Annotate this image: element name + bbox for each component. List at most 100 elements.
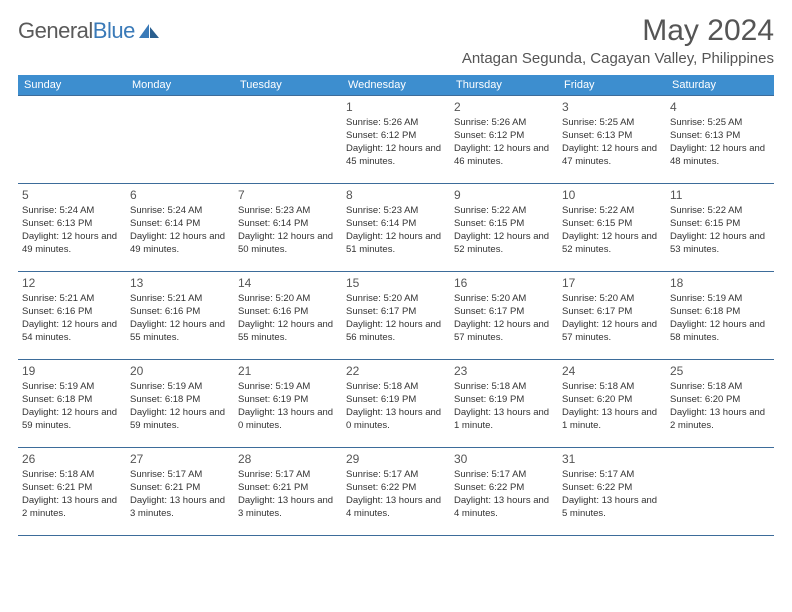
sunrise-line: Sunrise: 5:18 AM [562,381,662,394]
sail-icon [137,22,161,40]
day-number: 15 [346,275,446,291]
sunrise-line: Sunrise: 5:17 AM [454,469,554,482]
calendar-cell [126,96,234,184]
sunset-line: Sunset: 6:22 PM [562,482,662,495]
sunrise-line: Sunrise: 5:22 AM [670,205,770,218]
day-number: 23 [454,363,554,379]
sunrise-line: Sunrise: 5:21 AM [130,293,230,306]
sunrise-line: Sunrise: 5:19 AM [670,293,770,306]
day-number: 30 [454,451,554,467]
sunset-line: Sunset: 6:14 PM [130,218,230,231]
daylight-line: Daylight: 12 hours and 57 minutes. [454,319,554,345]
day-number: 19 [22,363,122,379]
daylight-line: Daylight: 13 hours and 4 minutes. [346,495,446,521]
day-number: 16 [454,275,554,291]
daylight-line: Daylight: 13 hours and 1 minute. [454,407,554,433]
sunrise-line: Sunrise: 5:24 AM [130,205,230,218]
sunset-line: Sunset: 6:22 PM [346,482,446,495]
sunrise-line: Sunrise: 5:20 AM [346,293,446,306]
calendar-cell: 10Sunrise: 5:22 AMSunset: 6:15 PMDayligh… [558,184,666,272]
sunset-line: Sunset: 6:16 PM [238,306,338,319]
sunrise-line: Sunrise: 5:19 AM [238,381,338,394]
sunset-line: Sunset: 6:19 PM [454,394,554,407]
day-number: 5 [22,187,122,203]
calendar-cell [234,96,342,184]
sunset-line: Sunset: 6:18 PM [670,306,770,319]
month-title: May 2024 [462,14,774,48]
sunset-line: Sunset: 6:14 PM [346,218,446,231]
title-block: May 2024 Antagan Segunda, Cagayan Valley… [462,14,774,67]
daylight-line: Daylight: 13 hours and 3 minutes. [130,495,230,521]
sunset-line: Sunset: 6:13 PM [22,218,122,231]
daylight-line: Daylight: 12 hours and 53 minutes. [670,231,770,257]
sunset-line: Sunset: 6:17 PM [562,306,662,319]
calendar-head: SundayMondayTuesdayWednesdayThursdayFrid… [18,75,774,96]
sunset-line: Sunset: 6:13 PM [670,130,770,143]
weekday-header: Thursday [450,75,558,96]
brand-logo: GeneralBlue [18,14,161,44]
brand-text-2: Blue [93,18,135,43]
day-number: 4 [670,99,770,115]
daylight-line: Daylight: 12 hours and 46 minutes. [454,143,554,169]
daylight-line: Daylight: 12 hours and 48 minutes. [670,143,770,169]
calendar-cell: 29Sunrise: 5:17 AMSunset: 6:22 PMDayligh… [342,448,450,536]
daylight-line: Daylight: 12 hours and 55 minutes. [130,319,230,345]
daylight-line: Daylight: 12 hours and 49 minutes. [22,231,122,257]
daylight-line: Daylight: 12 hours and 56 minutes. [346,319,446,345]
day-number: 10 [562,187,662,203]
calendar-cell: 30Sunrise: 5:17 AMSunset: 6:22 PMDayligh… [450,448,558,536]
calendar-cell: 22Sunrise: 5:18 AMSunset: 6:19 PMDayligh… [342,360,450,448]
daylight-line: Daylight: 12 hours and 47 minutes. [562,143,662,169]
day-number: 20 [130,363,230,379]
daylight-line: Daylight: 12 hours and 51 minutes. [346,231,446,257]
sunset-line: Sunset: 6:20 PM [670,394,770,407]
daylight-line: Daylight: 12 hours and 55 minutes. [238,319,338,345]
location-text: Antagan Segunda, Cagayan Valley, Philipp… [462,50,774,67]
day-number: 8 [346,187,446,203]
header: GeneralBlue May 2024 Antagan Segunda, Ca… [18,14,774,67]
sunrise-line: Sunrise: 5:26 AM [454,117,554,130]
day-number: 28 [238,451,338,467]
calendar-cell: 9Sunrise: 5:22 AMSunset: 6:15 PMDaylight… [450,184,558,272]
daylight-line: Daylight: 13 hours and 3 minutes. [238,495,338,521]
sunset-line: Sunset: 6:18 PM [130,394,230,407]
day-number: 31 [562,451,662,467]
calendar-cell [666,448,774,536]
day-number: 11 [670,187,770,203]
calendar-cell: 14Sunrise: 5:20 AMSunset: 6:16 PMDayligh… [234,272,342,360]
daylight-line: Daylight: 13 hours and 4 minutes. [454,495,554,521]
day-number: 21 [238,363,338,379]
sunset-line: Sunset: 6:21 PM [238,482,338,495]
sunrise-line: Sunrise: 5:19 AM [22,381,122,394]
day-number: 29 [346,451,446,467]
sunrise-line: Sunrise: 5:21 AM [22,293,122,306]
sunset-line: Sunset: 6:18 PM [22,394,122,407]
sunrise-line: Sunrise: 5:25 AM [670,117,770,130]
calendar-cell: 7Sunrise: 5:23 AMSunset: 6:14 PMDaylight… [234,184,342,272]
day-number: 25 [670,363,770,379]
daylight-line: Daylight: 13 hours and 0 minutes. [238,407,338,433]
sunrise-line: Sunrise: 5:25 AM [562,117,662,130]
weekday-header: Monday [126,75,234,96]
calendar-cell: 18Sunrise: 5:19 AMSunset: 6:18 PMDayligh… [666,272,774,360]
calendar-cell: 5 Sunrise: 5:24 AMSunset: 6:13 PMDaylight… [18,184,126,272]
sunrise-line: Sunrise: 5:24 AM [22,205,122,218]
sunrise-line: Sunrise: 5:17 AM [562,469,662,482]
calendar-cell: 1Sunrise: 5:26 AMSunset: 6:12 PMDaylight… [342,96,450,184]
sunset-line: Sunset: 6:17 PM [346,306,446,319]
sunrise-line: Sunrise: 5:19 AM [130,381,230,394]
calendar-cell: 8 Sunrise: 5:23 AMSunset: 6:14 PMDaylight… [342,184,450,272]
sunset-line: Sunset: 6:15 PM [670,218,770,231]
calendar-row: 19Sunrise: 5:19 AMSunset: 6:18 PMDayligh… [18,360,774,448]
sunrise-line: Sunrise: 5:17 AM [130,469,230,482]
brand-text: GeneralBlue [18,18,135,44]
calendar-cell: 3Sunrise: 5:25 AMSunset: 6:13 PMDaylight… [558,96,666,184]
daylight-line: Daylight: 12 hours and 45 minutes. [346,143,446,169]
day-number: 14 [238,275,338,291]
sunrise-line: Sunrise: 5:22 AM [454,205,554,218]
day-number: 13 [130,275,230,291]
sunrise-line: Sunrise: 5:22 AM [562,205,662,218]
calendar-cell: 6Sunrise: 5:24 AMSunset: 6:14 PMDaylight… [126,184,234,272]
calendar-row: 1Sunrise: 5:26 AMSunset: 6:12 PMDaylight… [18,96,774,184]
sunrise-line: Sunrise: 5:23 AM [346,205,446,218]
